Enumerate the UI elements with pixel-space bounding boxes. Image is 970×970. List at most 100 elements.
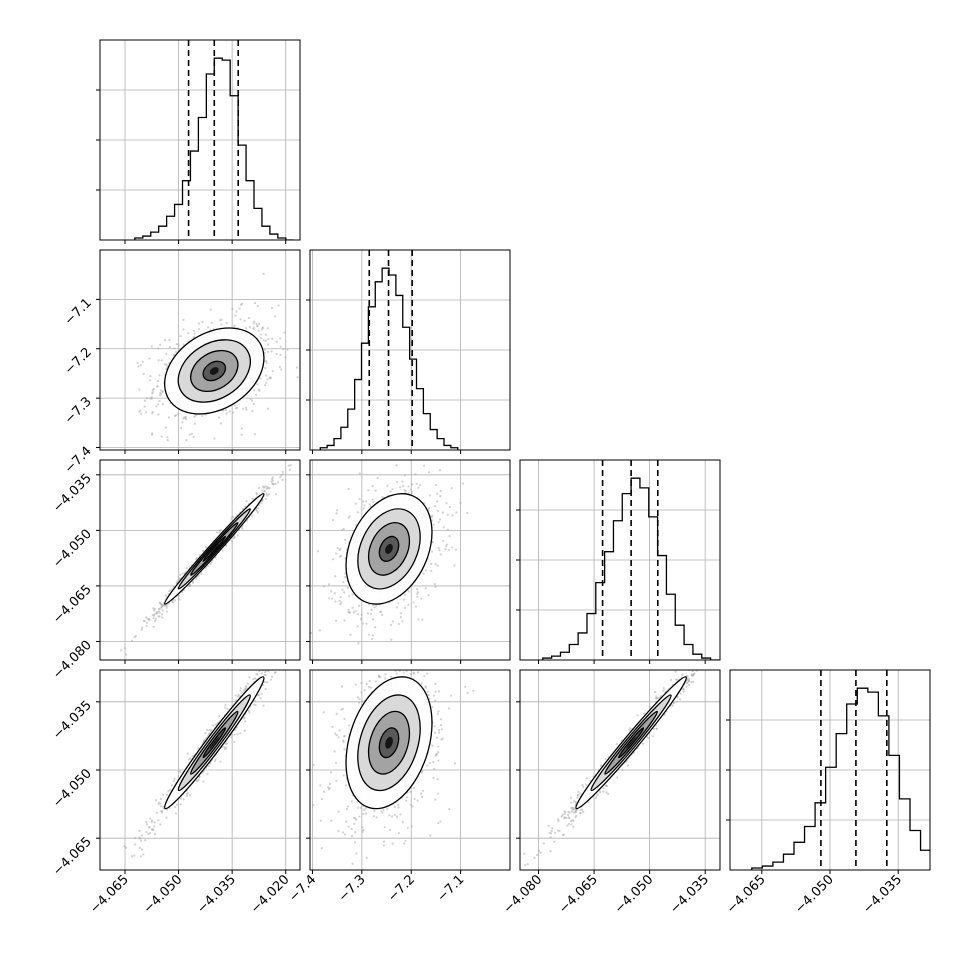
scatter-point — [339, 547, 342, 550]
scatter-point — [423, 675, 426, 678]
scatter-point — [219, 422, 222, 425]
scatter-point — [434, 682, 437, 686]
scatter-point — [397, 622, 400, 626]
scatter-point — [166, 439, 169, 442]
scatter-point — [230, 736, 233, 739]
scatter-point — [265, 374, 268, 377]
scatter-point — [169, 788, 172, 791]
scatter-point — [237, 695, 240, 698]
scatter-point — [124, 846, 128, 849]
scatter-point — [361, 700, 364, 703]
scatter-point — [124, 653, 128, 656]
scatter-point — [168, 590, 171, 593]
scatter-point — [399, 813, 402, 816]
scatter-point — [450, 694, 453, 697]
scatter-point — [291, 638, 293, 640]
scatter-point — [145, 397, 148, 400]
scatter-point — [184, 416, 187, 420]
scatter-point — [433, 699, 437, 702]
scatter-point — [384, 677, 387, 680]
scatter-point — [344, 575, 347, 579]
scatter-point — [410, 492, 413, 495]
scatter-point — [416, 799, 419, 802]
scatter-point — [182, 798, 185, 801]
scatter-point — [264, 381, 268, 385]
scatter-point — [354, 610, 357, 613]
scatter-point — [368, 679, 371, 683]
scatter-point — [149, 379, 152, 382]
scatter-point — [259, 336, 262, 340]
scatter-point — [142, 853, 145, 856]
scatter-point — [133, 854, 136, 857]
scatter-point — [198, 574, 201, 577]
scatter-point — [275, 646, 277, 648]
scatter-point — [441, 511, 445, 514]
scatter-point — [348, 595, 351, 598]
scatter-point — [157, 615, 160, 618]
scatter-point — [233, 733, 236, 736]
scatter-point — [533, 856, 536, 859]
scatter-point — [242, 407, 245, 410]
scatter-point — [266, 494, 269, 497]
scatter-point — [264, 333, 268, 336]
scatter-point — [303, 314, 305, 316]
scatter-point — [151, 613, 154, 617]
scatter-point — [159, 601, 162, 604]
scatter-point — [264, 366, 267, 370]
scatter-point — [252, 677, 255, 681]
scatter-point — [421, 618, 424, 621]
scatter-point — [347, 724, 350, 727]
y-tick-label: −4.050 — [50, 766, 95, 811]
scatter-point — [382, 844, 385, 847]
scatter-point — [262, 272, 265, 275]
scatter-point — [572, 825, 575, 828]
scatter-point — [149, 375, 152, 378]
scatter-point — [185, 438, 188, 442]
scatter-point — [427, 471, 431, 474]
scatter-point — [413, 797, 416, 801]
scatter-point — [148, 817, 152, 820]
scatter-point — [185, 792, 188, 796]
scatter-point — [440, 667, 442, 669]
scatter-point — [230, 517, 233, 520]
scatter-point — [180, 426, 183, 430]
scatter-point — [233, 536, 236, 539]
scatter-point — [224, 742, 227, 745]
scatter-point — [354, 502, 357, 505]
scatter-point — [174, 812, 178, 815]
scatter-point — [310, 631, 313, 635]
scatter-point — [279, 476, 282, 479]
scatter-point — [379, 610, 382, 613]
scatter-point — [337, 736, 340, 739]
scatter-point — [402, 667, 404, 669]
scatter-point — [390, 675, 393, 679]
scatter-point — [368, 503, 371, 506]
scatter-point — [157, 819, 160, 822]
scatter-point — [253, 677, 257, 680]
scatter-point — [247, 709, 251, 712]
scatter-point — [451, 546, 454, 549]
scatter-point — [322, 585, 326, 588]
scatter-point — [159, 823, 162, 826]
scatter-point — [347, 516, 350, 519]
scatter-point — [179, 797, 183, 800]
scatter-point — [265, 487, 268, 490]
scatter-point — [365, 856, 368, 860]
scatter-point — [454, 548, 458, 551]
scatter-point — [372, 815, 376, 818]
scatter-point — [253, 301, 257, 305]
scatter-point — [158, 399, 161, 402]
scatter-point — [343, 619, 346, 622]
scatter-point — [245, 685, 248, 688]
scatter-point — [374, 680, 377, 683]
scatter-point — [542, 842, 545, 845]
scatter-point — [270, 477, 274, 481]
scatter-point — [335, 552, 338, 555]
scatter-point — [334, 575, 337, 578]
scatter-point — [450, 487, 453, 490]
scatter-point — [362, 828, 365, 832]
scatter-point — [438, 549, 441, 552]
panel-2-0: −4.080−4.065−4.050−4.035 — [50, 459, 301, 682]
scatter-point — [191, 754, 194, 758]
scatter-point — [448, 505, 451, 509]
